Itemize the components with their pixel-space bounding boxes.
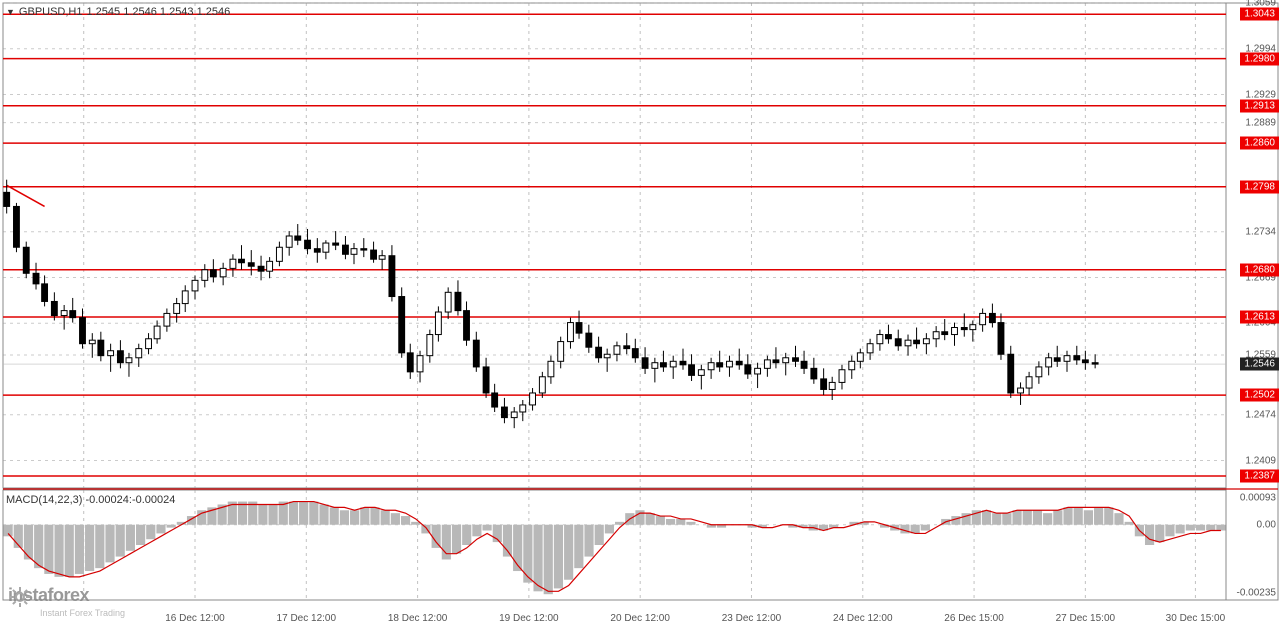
dropdown-icon[interactable]: ▼ (6, 7, 15, 17)
gear-icon (8, 585, 32, 609)
level-label: 1.2502 (1240, 389, 1279, 402)
level-label: 1.2798 (1240, 180, 1279, 193)
level-label: 1.2613 (1240, 310, 1279, 323)
symbol-label: GBPUSD,H1 (19, 6, 83, 18)
x-tick-label: 26 Dec 15:00 (944, 613, 1004, 624)
price-tick-label: 1.2474 (1245, 409, 1276, 420)
macd-header: MACD(14,22,3) -0.00024:-0.00024 (6, 494, 175, 506)
x-tick-label: 16 Dec 12:00 (165, 613, 225, 624)
x-tick-label: 24 Dec 12:00 (833, 613, 893, 624)
x-tick-label: 17 Dec 12:00 (277, 613, 337, 624)
level-label: 1.3043 (1240, 8, 1279, 21)
price-tick-label: 1.2889 (1245, 117, 1276, 128)
macd-tick-label: 0.00093 (1240, 492, 1276, 503)
watermark-sub: Instant Forex Trading (40, 608, 125, 618)
macd-tick-label: 0.00 (1257, 519, 1276, 530)
chart-container: ▼ GBPUSD,H1 1.2545 1.2546 1.2543 1.2546 … (0, 0, 1280, 628)
current-price-label: 1.2546 (1240, 358, 1279, 371)
x-tick-label: 18 Dec 12:00 (388, 613, 448, 624)
x-tick-label: 23 Dec 12:00 (722, 613, 782, 624)
x-tick-label: 30 Dec 15:00 (1166, 613, 1226, 624)
x-tick-label: 27 Dec 15:00 (1056, 613, 1116, 624)
x-tick-label: 19 Dec 12:00 (499, 613, 559, 624)
watermark: instaforex (8, 585, 89, 606)
x-tick-label: 20 Dec 12:00 (610, 613, 670, 624)
level-label: 1.2680 (1240, 263, 1279, 276)
macd-tick-label: -0.00235 (1237, 587, 1276, 598)
price-tick-label: 1.2409 (1245, 455, 1276, 466)
macd-label: MACD(14,22,3) -0.00024:-0.00024 (6, 494, 175, 506)
price-tick-label: 1.2734 (1245, 226, 1276, 237)
level-label: 1.2913 (1240, 99, 1279, 112)
level-label: 1.2860 (1240, 137, 1279, 150)
level-label: 1.2387 (1240, 470, 1279, 483)
ohlc-label: 1.2545 1.2546 1.2543 1.2546 (87, 6, 231, 18)
level-label: 1.2980 (1240, 52, 1279, 65)
chart-header: ▼ GBPUSD,H1 1.2545 1.2546 1.2543 1.2546 (6, 6, 230, 18)
chart-svg[interactable] (0, 0, 1280, 628)
